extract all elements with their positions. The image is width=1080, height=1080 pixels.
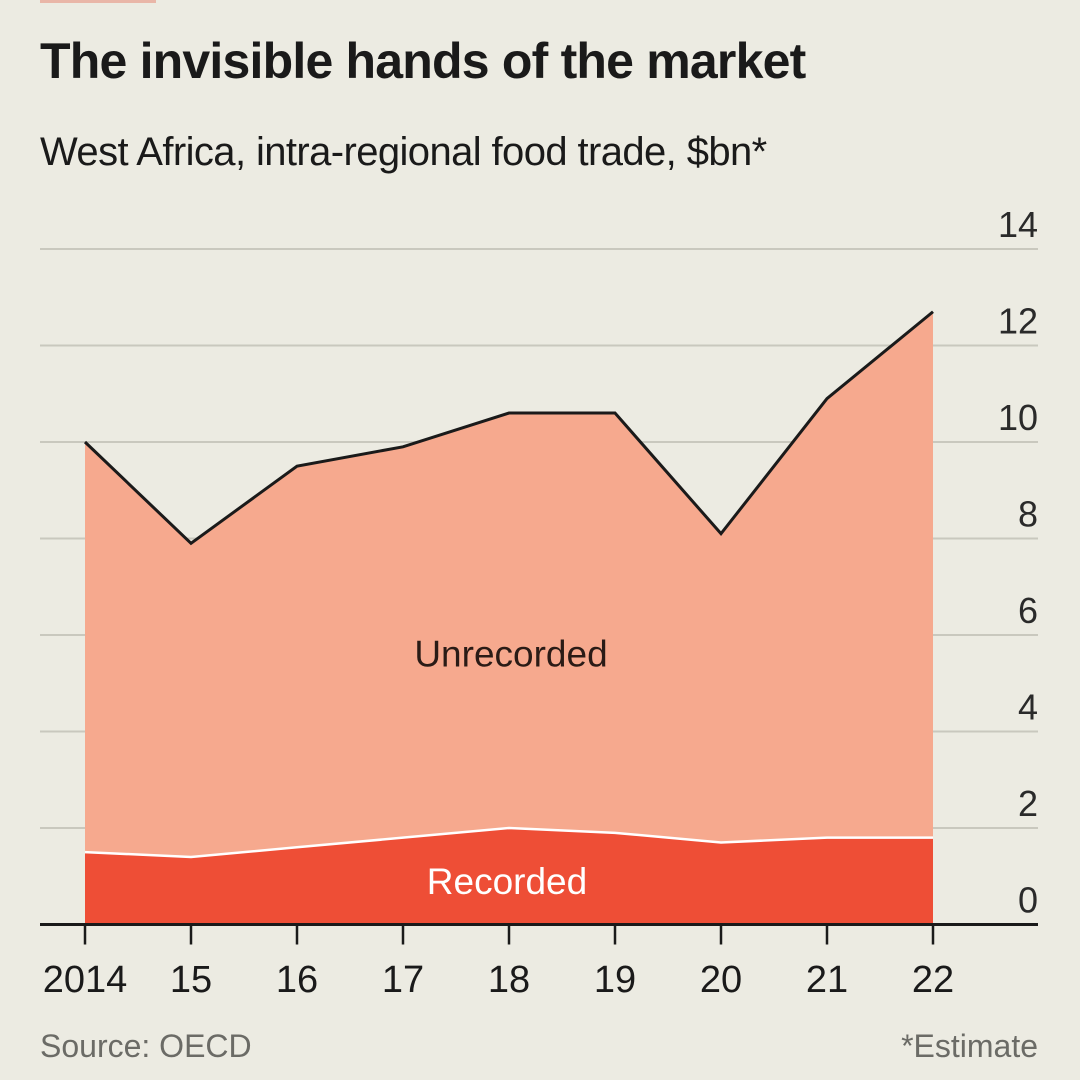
label-unrecorded: Unrecorded [414, 633, 607, 674]
chart-title: The invisible hands of the market [40, 33, 806, 89]
area-unrecorded [85, 311, 933, 925]
x-tick-label-2021: 21 [806, 959, 848, 1001]
brand-tag-bar [40, 0, 156, 3]
x-tick-label-2014: 2014 [43, 959, 128, 1001]
y-tick-label-6: 6 [1018, 590, 1038, 631]
y-tick-label-12: 12 [998, 301, 1038, 342]
x-tick-label-2018: 18 [488, 959, 530, 1001]
chart-subtitle: West Africa, intra-regional food trade, … [40, 130, 767, 174]
y-tick-label-2: 2 [1018, 783, 1038, 824]
x-tick-label-2017: 17 [382, 959, 424, 1001]
source-note: Source: OECD [40, 1028, 252, 1064]
y-tick-label-10: 10 [998, 397, 1038, 438]
y-tick-label-4: 4 [1018, 687, 1038, 728]
x-tick-label-2022: 22 [912, 959, 954, 1001]
x-tick-label-2015: 15 [170, 959, 212, 1001]
y-axis-labels: 0 2 4 6 8 10 12 14 [998, 204, 1038, 921]
x-axis [40, 923, 1038, 945]
x-tick-label-2020: 20 [700, 959, 742, 1001]
y-tick-label-0: 0 [1018, 880, 1038, 921]
area-recorded [85, 828, 933, 925]
x-tick-label-2016: 16 [276, 959, 318, 1001]
series-areas [83, 310, 934, 925]
annotations: Unrecorded Recorded [414, 633, 607, 902]
x-axis-labels: 2014 15 16 17 18 19 20 21 22 [43, 959, 954, 1001]
y-tick-label-14: 14 [998, 204, 1038, 245]
estimate-footnote: *Estimate [901, 1028, 1038, 1064]
label-recorded: Recorded [427, 861, 587, 902]
x-tick-label-2019: 19 [594, 959, 636, 1001]
y-tick-label-8: 8 [1018, 494, 1038, 535]
